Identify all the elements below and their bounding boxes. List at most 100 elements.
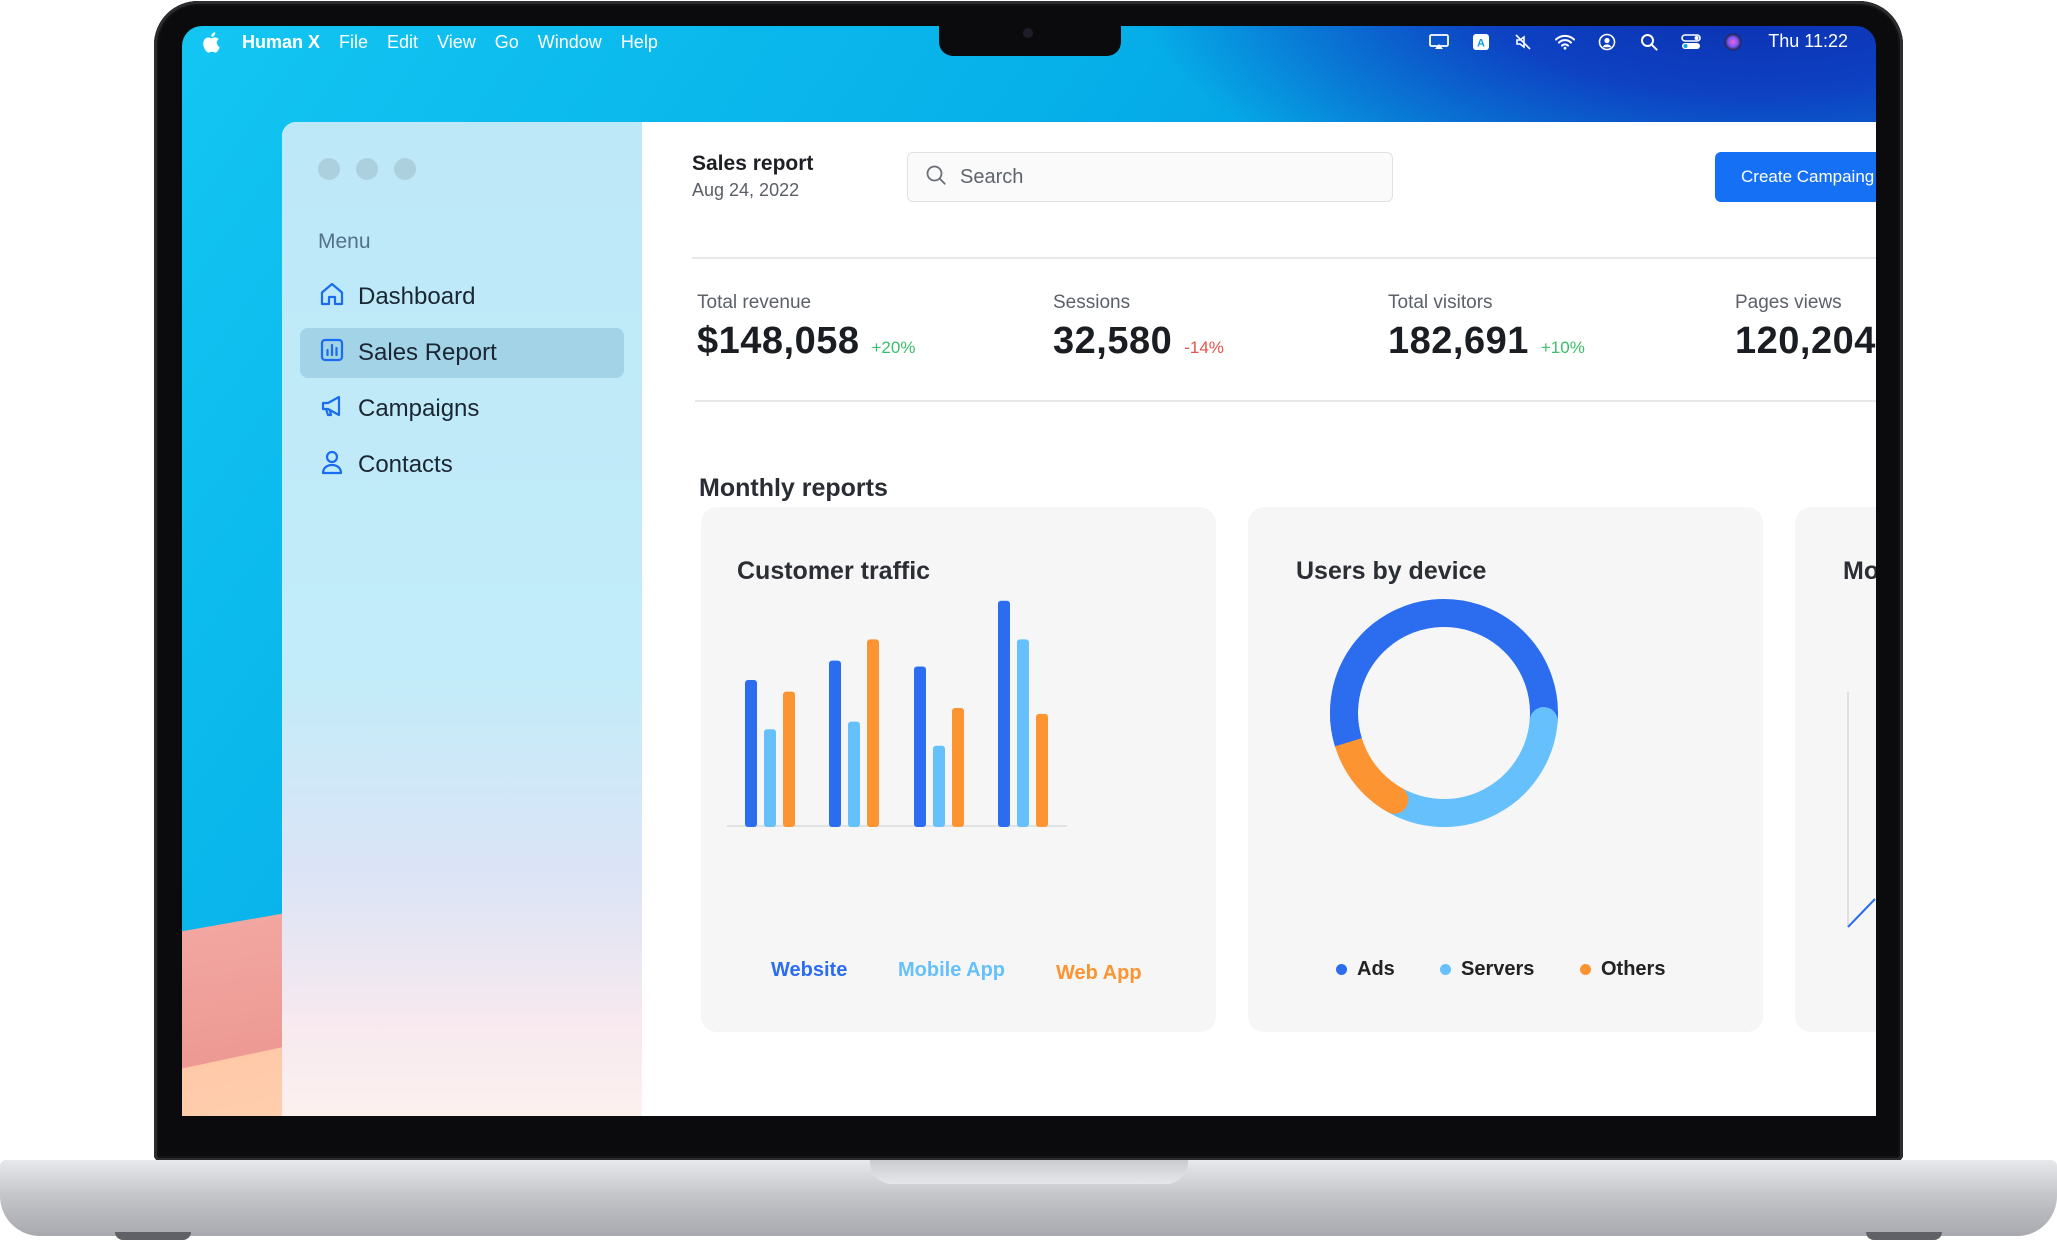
stat-change: +10% (1540, 338, 1585, 357)
legend-label: Others (1601, 958, 1666, 980)
legend-mobile-app: Mobile App (898, 959, 1006, 981)
sidebar-heading: Menu (318, 230, 371, 253)
sidebar-item-label: Contacts (358, 451, 453, 478)
bar-web-app (952, 708, 964, 827)
megaphone-icon (318, 392, 346, 427)
menu-edit[interactable]: Edit (387, 32, 419, 52)
legend-others: Others (1580, 958, 1665, 981)
main-content: Sales report Aug 24, 2022 Create Campain… (642, 122, 1876, 1116)
menu-help[interactable]: Help (620, 32, 658, 52)
sidebar-item-sales-report[interactable]: Sales Report (300, 328, 624, 378)
sidebar-item-label: Sales Report (358, 339, 497, 366)
stat-value: 120,204 (1735, 320, 1876, 362)
stat-change: -14% (1184, 338, 1224, 357)
legend-label: Servers (1461, 958, 1535, 980)
apple-icon[interactable] (202, 32, 220, 59)
legend-dot (1580, 964, 1591, 975)
divider (695, 400, 1876, 402)
third-report-card: Mo (1795, 507, 1876, 1032)
stat-label: Total revenue (697, 292, 812, 313)
stat-change: +20% (871, 338, 916, 357)
laptop-foot (115, 1232, 191, 1240)
minimize-button[interactable] (356, 158, 378, 180)
stat-total-revenue: Total revenue $148,058 +20% (697, 292, 915, 363)
home-icon (318, 280, 346, 315)
menu-go[interactable]: Go (494, 32, 519, 52)
close-button[interactable] (318, 158, 340, 180)
card-title: Customer traffic (737, 557, 931, 585)
legend-dot (1336, 964, 1347, 975)
menu-file[interactable]: File (339, 32, 369, 52)
bar-website (745, 680, 757, 827)
sidebar-nav: Dashboard Sales Report Campaigns (300, 272, 624, 496)
line-chart-fragment (1847, 692, 1876, 928)
app-window: Menu Dashboard Sales Report (282, 122, 1876, 1116)
create-campaign-button[interactable]: Create Campaing (1715, 152, 1876, 202)
donut-slice-others (1334, 728, 1409, 814)
window-controls (318, 158, 416, 180)
bar-web-app (1036, 713, 1048, 827)
stat-label: Total visitors (1388, 292, 1493, 313)
menu-clock[interactable]: Thu 11:22 (1768, 31, 1848, 51)
search-input[interactable] (958, 164, 1382, 190)
siri-icon[interactable] (1722, 32, 1744, 52)
bar-web-app (867, 639, 879, 827)
menu-view[interactable]: View (437, 32, 476, 52)
stat-label: Pages views (1735, 292, 1842, 313)
camera-icon (1023, 28, 1033, 38)
sidebar-item-label: Dashboard (358, 283, 476, 310)
divider (692, 257, 1876, 259)
sidebar-item-dashboard[interactable]: Dashboard (300, 272, 624, 322)
card-title: Users by device (1296, 557, 1487, 585)
sidebar-item-contacts[interactable]: Contacts (300, 440, 624, 490)
sidebar-item-label: Campaigns (358, 395, 480, 422)
stat-pages-views: Pages views 120,204 (1735, 292, 1876, 363)
stat-sessions: Sessions 32,580 -14% (1053, 292, 1224, 363)
legend-dot (1440, 964, 1451, 975)
menu-bar: Human X File Edit View Go Window Help A (182, 26, 1876, 60)
search-box[interactable] (907, 152, 1393, 202)
customer-traffic-card: Customer traffic Website Mobile App Web … (701, 507, 1216, 1032)
mute-icon[interactable] (1512, 32, 1534, 52)
legend-label: Ads (1357, 958, 1395, 980)
stat-value: 182,691 (1388, 320, 1529, 362)
bar-mobile-app (848, 721, 860, 827)
wifi-icon[interactable] (1554, 32, 1576, 52)
bar-web-app (783, 691, 795, 827)
svg-text:A: A (1477, 37, 1485, 49)
legend-servers: Servers (1440, 958, 1534, 981)
legend-web-app: Web App (1056, 962, 1142, 984)
users-by-device-card: Users by device Ads Servers Others (1248, 507, 1763, 1032)
card-title: Mo (1843, 557, 1876, 585)
laptop-base-lip (870, 1160, 1188, 1184)
user-icon[interactable] (1596, 32, 1618, 52)
bar-mobile-app (764, 729, 776, 827)
legend-ads: Ads (1336, 958, 1395, 981)
stat-label: Sessions (1053, 292, 1131, 313)
menu-app-name[interactable]: Human X (242, 32, 321, 52)
laptop-foot (1866, 1232, 1942, 1240)
search-icon (924, 163, 948, 192)
stat-total-visitors: Total visitors 182,691 +10% (1388, 292, 1585, 363)
zoom-button[interactable] (394, 158, 416, 180)
legend-website: Website (771, 959, 848, 981)
stat-value: $148,058 (697, 320, 860, 362)
spotlight-icon[interactable] (1638, 32, 1660, 52)
chart-icon (318, 336, 346, 371)
bar-mobile-app (1017, 639, 1029, 827)
airplay-icon[interactable] (1428, 32, 1450, 52)
menu-window[interactable]: Window (537, 32, 602, 52)
bar-chart (727, 600, 1067, 827)
bar-website (829, 660, 841, 827)
bar-website (998, 600, 1010, 827)
person-icon (318, 448, 346, 483)
page-date: Aug 24, 2022 (692, 180, 800, 200)
donut-slice-ads (1330, 621, 1394, 747)
donut-chart (1330, 599, 1558, 827)
input-source-icon[interactable]: A (1470, 32, 1492, 52)
page-title: Sales report (692, 152, 814, 175)
screen: Human X File Edit View Go Window Help A (182, 26, 1876, 1116)
sidebar: Menu Dashboard Sales Report (282, 122, 642, 1116)
control-center-icon[interactable] (1680, 32, 1702, 52)
sidebar-item-campaigns[interactable]: Campaigns (300, 384, 624, 434)
